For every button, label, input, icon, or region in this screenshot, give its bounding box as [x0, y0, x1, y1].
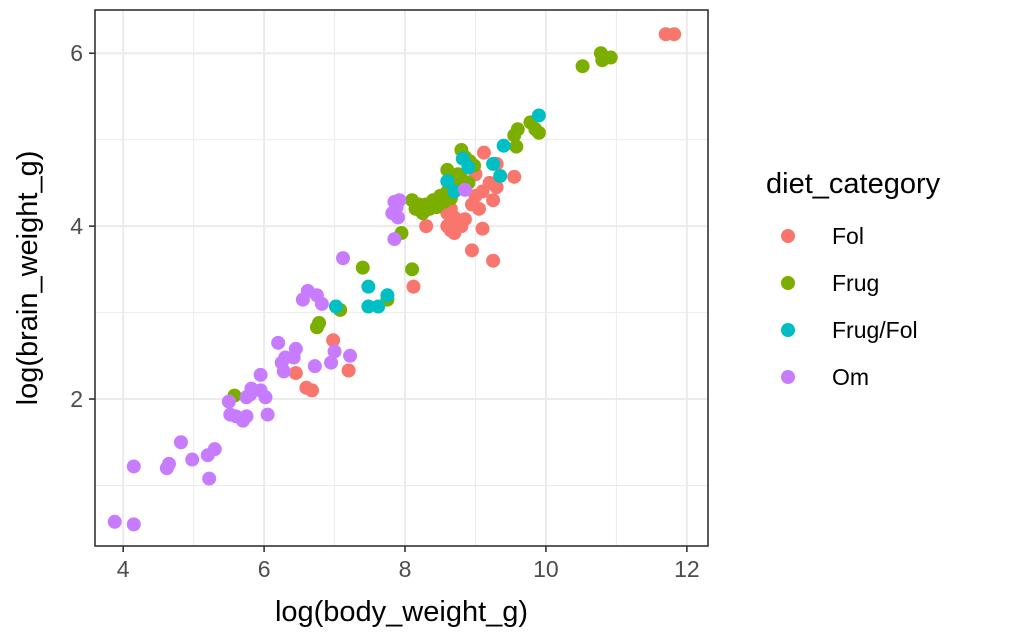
data-point [341, 363, 356, 378]
plot-panel-border [94, 9, 709, 547]
data-point [486, 156, 501, 171]
data-point [440, 162, 455, 177]
y-axis-title: log(brain_weight_g) [12, 151, 44, 406]
data-point [507, 128, 522, 143]
data-point [295, 292, 310, 307]
data-point [343, 348, 358, 363]
data-point [327, 344, 342, 359]
data-point [326, 333, 341, 348]
data-point [276, 364, 291, 379]
legend: diet_category Fol Frug Frug/Fol Om [766, 168, 941, 390]
x-axis-title: log(body_weight_g) [275, 596, 528, 628]
legend-key [781, 229, 795, 243]
legend-label: Fol [832, 223, 864, 249]
data-point [221, 394, 236, 409]
data-point [406, 279, 421, 294]
data-point [489, 180, 504, 195]
data-point [509, 139, 524, 154]
data-point [260, 407, 275, 422]
data-point [314, 296, 329, 311]
legend-items: Fol Frug Frug/Fol Om [781, 223, 918, 390]
data-point [461, 160, 476, 175]
data-point [405, 262, 420, 277]
data-point [361, 279, 376, 294]
data-point [361, 299, 376, 314]
x-tick-label: 10 [533, 556, 559, 582]
data-point [493, 168, 508, 183]
data-point [454, 219, 469, 234]
data-point [415, 206, 430, 221]
data-point [390, 210, 405, 225]
data-point [173, 435, 188, 450]
x-tick-label: 4 [117, 556, 130, 582]
data-point [531, 108, 546, 123]
data-point [239, 390, 254, 405]
data-point [380, 288, 395, 303]
data-point [486, 253, 501, 268]
data-point [355, 260, 370, 275]
data-point [328, 299, 343, 314]
grid-lines [95, 10, 708, 546]
x-tick-label: 12 [674, 556, 700, 582]
data-point [667, 27, 682, 42]
data-point [307, 359, 322, 374]
data-points [107, 27, 682, 532]
data-point [464, 243, 479, 258]
data-point [387, 232, 402, 247]
legend-key [781, 323, 795, 337]
data-point [575, 59, 590, 74]
data-point [271, 335, 286, 350]
data-point [258, 390, 273, 405]
data-point [419, 219, 434, 234]
data-point [253, 367, 268, 382]
data-point [159, 461, 174, 476]
data-point [595, 53, 610, 68]
axes: 4 6 8 10 12 2 4 6 [70, 40, 699, 582]
legend-label: Frug/Fol [832, 317, 918, 343]
data-point [371, 299, 386, 314]
data-point [336, 251, 351, 266]
data-point [475, 221, 490, 236]
legend-key [781, 370, 795, 384]
data-point [507, 169, 522, 184]
data-point [126, 517, 141, 532]
data-point [447, 184, 462, 199]
data-point [235, 413, 250, 428]
data-point [440, 174, 455, 189]
y-tick-label: 6 [70, 40, 83, 66]
data-point [309, 320, 324, 335]
data-point [472, 201, 487, 216]
y-tick-label: 2 [70, 386, 83, 412]
legend-label: Frug [832, 270, 879, 296]
y-tick-label: 4 [70, 213, 83, 239]
legend-key [781, 276, 795, 290]
data-point [107, 514, 122, 529]
legend-label: Om [832, 364, 869, 390]
data-point [305, 383, 320, 398]
data-point [185, 452, 200, 467]
data-point [531, 125, 546, 140]
data-point [324, 355, 339, 370]
data-point [286, 350, 301, 365]
data-point [476, 145, 491, 160]
data-point [486, 193, 501, 208]
data-point [202, 471, 217, 486]
data-point [496, 138, 511, 153]
data-point [457, 182, 472, 197]
x-tick-label: 8 [399, 556, 412, 582]
legend-title: diet_category [766, 168, 941, 200]
data-point [126, 459, 141, 474]
x-tick-label: 6 [258, 556, 271, 582]
data-point [405, 193, 420, 208]
data-point [288, 366, 303, 381]
data-point [200, 448, 215, 463]
